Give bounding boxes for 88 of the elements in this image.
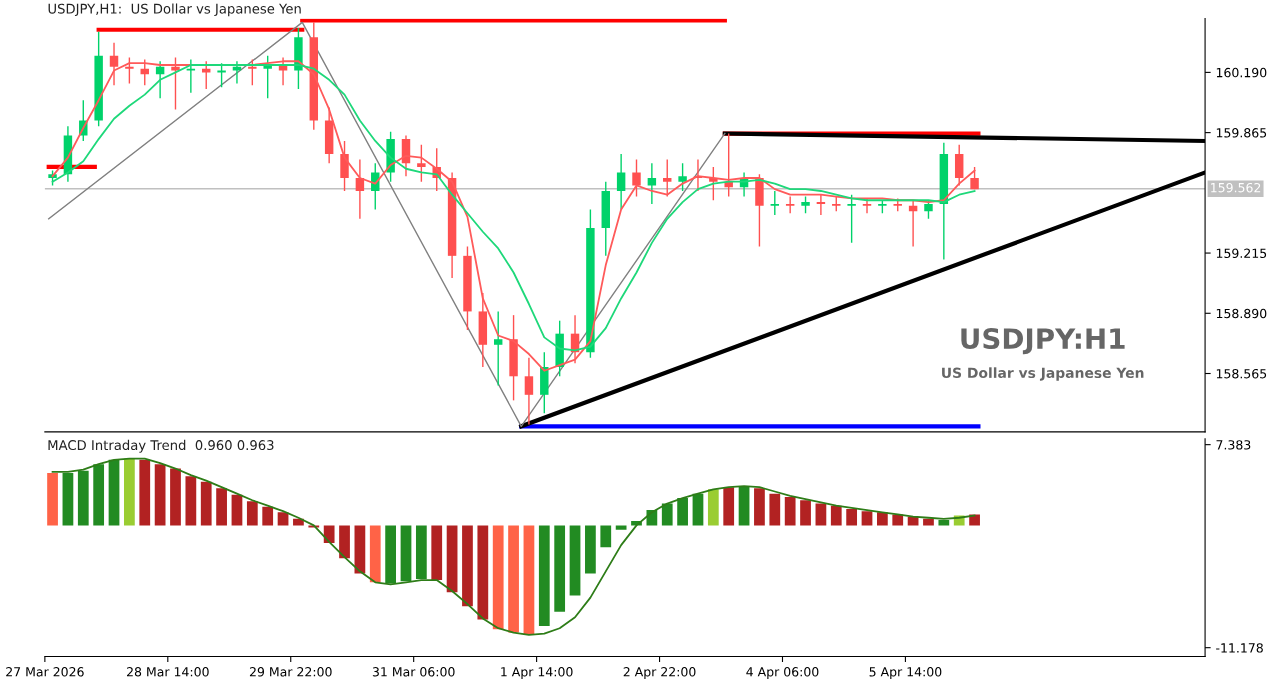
candlestick <box>770 190 780 216</box>
candlestick <box>847 193 856 244</box>
candlestick <box>417 143 426 183</box>
annotation: US Dollar vs Japanese Yen <box>942 367 1144 381</box>
bar <box>538 525 550 627</box>
bar <box>784 496 796 526</box>
x-tick-label: 28 Mar 14:00 <box>126 667 209 677</box>
bar <box>846 509 858 526</box>
bar <box>415 525 427 580</box>
bar <box>477 525 489 620</box>
candlestick <box>663 158 672 198</box>
bar <box>554 525 566 612</box>
bar <box>585 525 596 574</box>
bar <box>707 489 719 526</box>
x-tick-label: 2 Apr 22:00 <box>623 667 696 679</box>
bar <box>170 468 181 526</box>
bar <box>738 486 750 526</box>
y-tick-label: 7.383 <box>1216 440 1251 450</box>
bar <box>462 525 473 607</box>
bar <box>446 525 458 593</box>
bar <box>93 464 105 526</box>
bar <box>400 525 412 582</box>
bar <box>754 488 765 526</box>
bar <box>216 488 227 526</box>
bar <box>508 525 519 633</box>
bar <box>861 511 873 526</box>
bar <box>262 506 274 526</box>
candlestick <box>248 58 257 87</box>
bar <box>677 498 688 526</box>
bar <box>323 525 335 543</box>
ref-line-label: 159.562 <box>1211 182 1261 193</box>
bar <box>231 494 243 526</box>
x-tick-label: 27 Mar 2026 <box>6 667 84 677</box>
line-series <box>51 457 976 636</box>
y-tick-label: 160.190 <box>1216 67 1267 78</box>
bar <box>661 503 673 526</box>
bar <box>431 525 443 581</box>
bar <box>108 459 120 526</box>
candlestick <box>785 195 795 214</box>
bar <box>124 458 135 526</box>
bar <box>938 519 950 526</box>
annotation: USDJPY:H1 <box>961 328 1125 355</box>
y-tick-label: 159.865 <box>1216 128 1267 138</box>
candlestick <box>678 162 687 192</box>
bar <box>569 525 581 596</box>
bar <box>154 464 166 526</box>
bar <box>77 470 89 526</box>
candlestick <box>232 60 242 85</box>
chart-title: MACD Intraday Trend 0.960 0.963 <box>48 439 274 453</box>
candlestick <box>816 193 826 216</box>
bar <box>723 487 735 526</box>
bar <box>47 472 58 526</box>
bar <box>923 518 934 526</box>
bar <box>185 476 197 526</box>
bar <box>769 493 781 526</box>
chart-title: USDJPY,H1: US Dollar vs Japanese Yen <box>48 3 301 17</box>
line-series <box>48 21 726 428</box>
bar <box>385 525 397 584</box>
x-tick-label: 31 Mar 06:00 <box>372 667 455 677</box>
bar <box>969 514 980 526</box>
bar <box>339 525 350 559</box>
y-tick-label: -11.178 <box>1216 643 1263 653</box>
x-tick-label: 5 Apr 14:00 <box>869 667 942 679</box>
bar <box>830 505 842 526</box>
candlestick <box>632 158 641 198</box>
bar <box>615 525 627 530</box>
bar <box>354 525 366 574</box>
candlestick <box>709 166 718 201</box>
x-tick-label: 29 Mar 22:00 <box>249 667 332 677</box>
y-tick-label: 158.890 <box>1216 308 1267 319</box>
candlestick <box>186 58 196 94</box>
candlestick <box>524 357 534 426</box>
bar <box>800 500 811 526</box>
candlestick <box>493 310 503 387</box>
bar <box>600 525 612 548</box>
bar <box>523 525 535 635</box>
bar <box>246 501 258 526</box>
y-tick-label: 159.215 <box>1216 248 1267 258</box>
bar <box>139 459 151 526</box>
bar <box>200 481 212 526</box>
x-tick-label: 4 Apr 06:00 <box>746 667 819 679</box>
bar <box>369 525 381 583</box>
x-tick-label: 1 Apr 14:00 <box>501 667 573 679</box>
candlestick <box>616 153 626 211</box>
bar <box>492 525 504 630</box>
bar <box>876 512 888 526</box>
y-tick-label: 158.565 <box>1216 368 1267 379</box>
bar <box>62 472 74 526</box>
